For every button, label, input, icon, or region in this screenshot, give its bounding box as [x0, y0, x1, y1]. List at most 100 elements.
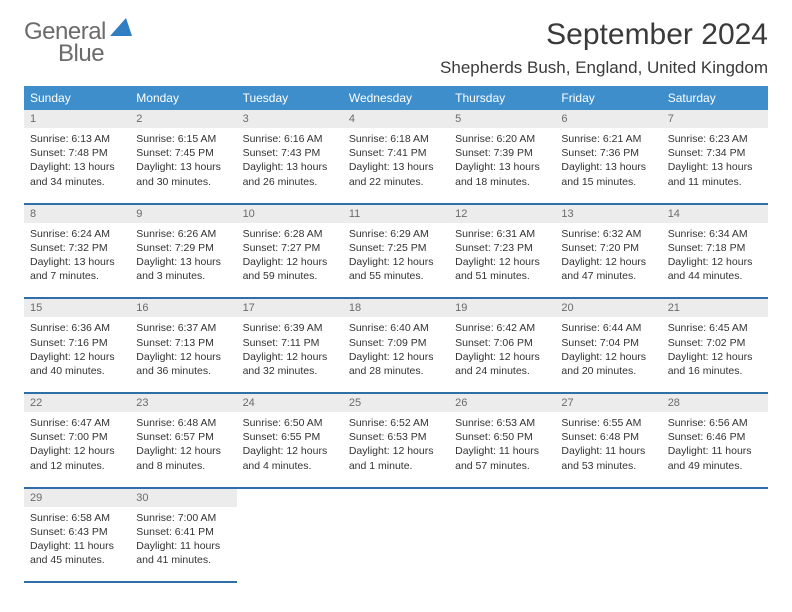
day-info: Sunrise: 6:55 AMSunset: 6:48 PMDaylight:…: [555, 412, 661, 487]
calendar-week-row: 1Sunrise: 6:13 AMSunset: 7:48 PMDaylight…: [24, 110, 768, 204]
day-number: 3: [237, 110, 343, 128]
sunrise-line: Sunrise: 6:16 AM: [243, 132, 337, 146]
daylight-line: Daylight: 12 hours and 20 minutes.: [561, 350, 655, 378]
day-number: 25: [343, 394, 449, 412]
sunrise-line: Sunrise: 6:31 AM: [455, 227, 549, 241]
day-number: 15: [24, 299, 130, 317]
sunrise-line: Sunrise: 6:15 AM: [136, 132, 230, 146]
sunset-line: Sunset: 7:20 PM: [561, 241, 655, 255]
day-number: 27: [555, 394, 661, 412]
day-number: 4: [343, 110, 449, 128]
calendar-day-cell: 17Sunrise: 6:39 AMSunset: 7:11 PMDayligh…: [237, 298, 343, 393]
daylight-line: Daylight: 12 hours and 55 minutes.: [349, 255, 443, 283]
sunset-line: Sunset: 7:34 PM: [668, 146, 762, 160]
sunset-line: Sunset: 7:29 PM: [136, 241, 230, 255]
calendar-day-cell: 14Sunrise: 6:34 AMSunset: 7:18 PMDayligh…: [662, 204, 768, 299]
calendar-day-cell: 12Sunrise: 6:31 AMSunset: 7:23 PMDayligh…: [449, 204, 555, 299]
day-info: Sunrise: 6:28 AMSunset: 7:27 PMDaylight:…: [237, 223, 343, 298]
day-number: 23: [130, 394, 236, 412]
day-info: Sunrise: 6:18 AMSunset: 7:41 PMDaylight:…: [343, 128, 449, 203]
logo-text-block: General Blue: [24, 18, 106, 68]
daylight-line: Daylight: 13 hours and 15 minutes.: [561, 160, 655, 188]
sunrise-line: Sunrise: 6:45 AM: [668, 321, 762, 335]
calendar-day-cell: 8Sunrise: 6:24 AMSunset: 7:32 PMDaylight…: [24, 204, 130, 299]
weekday-header: Wednesday: [343, 86, 449, 110]
weekday-header: Sunday: [24, 86, 130, 110]
day-info: Sunrise: 6:21 AMSunset: 7:36 PMDaylight:…: [555, 128, 661, 203]
day-number: 7: [662, 110, 768, 128]
daylight-line: Daylight: 12 hours and 44 minutes.: [668, 255, 762, 283]
sunrise-line: Sunrise: 6:37 AM: [136, 321, 230, 335]
sunset-line: Sunset: 6:53 PM: [349, 430, 443, 444]
calendar-day-cell: 16Sunrise: 6:37 AMSunset: 7:13 PMDayligh…: [130, 298, 236, 393]
calendar-day-cell: 21Sunrise: 6:45 AMSunset: 7:02 PMDayligh…: [662, 298, 768, 393]
calendar-day-cell: 1Sunrise: 6:13 AMSunset: 7:48 PMDaylight…: [24, 110, 130, 204]
day-number: 11: [343, 205, 449, 223]
daylight-line: Daylight: 12 hours and 32 minutes.: [243, 350, 337, 378]
daylight-line: Daylight: 11 hours and 53 minutes.: [561, 444, 655, 472]
sunrise-line: Sunrise: 6:18 AM: [349, 132, 443, 146]
calendar-day-cell: 20Sunrise: 6:44 AMSunset: 7:04 PMDayligh…: [555, 298, 661, 393]
day-info: Sunrise: 6:31 AMSunset: 7:23 PMDaylight:…: [449, 223, 555, 298]
daylight-line: Daylight: 13 hours and 11 minutes.: [668, 160, 762, 188]
sunset-line: Sunset: 7:04 PM: [561, 336, 655, 350]
sunrise-line: Sunrise: 6:44 AM: [561, 321, 655, 335]
calendar-table: SundayMondayTuesdayWednesdayThursdayFrid…: [24, 86, 768, 583]
day-info: Sunrise: 6:45 AMSunset: 7:02 PMDaylight:…: [662, 317, 768, 392]
calendar-week-row: 8Sunrise: 6:24 AMSunset: 7:32 PMDaylight…: [24, 204, 768, 299]
calendar-day-cell: 4Sunrise: 6:18 AMSunset: 7:41 PMDaylight…: [343, 110, 449, 204]
daylight-line: Daylight: 12 hours and 59 minutes.: [243, 255, 337, 283]
day-info: Sunrise: 6:36 AMSunset: 7:16 PMDaylight:…: [24, 317, 130, 392]
daylight-line: Daylight: 12 hours and 8 minutes.: [136, 444, 230, 472]
sunrise-line: Sunrise: 6:56 AM: [668, 416, 762, 430]
calendar-day-cell: 2Sunrise: 6:15 AMSunset: 7:45 PMDaylight…: [130, 110, 236, 204]
daylight-line: Daylight: 13 hours and 7 minutes.: [30, 255, 124, 283]
calendar-day-cell: 26Sunrise: 6:53 AMSunset: 6:50 PMDayligh…: [449, 393, 555, 488]
calendar-week-row: 15Sunrise: 6:36 AMSunset: 7:16 PMDayligh…: [24, 298, 768, 393]
daylight-line: Daylight: 12 hours and 16 minutes.: [668, 350, 762, 378]
sunset-line: Sunset: 6:57 PM: [136, 430, 230, 444]
calendar-day-cell: 22Sunrise: 6:47 AMSunset: 7:00 PMDayligh…: [24, 393, 130, 488]
sunrise-line: Sunrise: 6:53 AM: [455, 416, 549, 430]
sunrise-line: Sunrise: 6:28 AM: [243, 227, 337, 241]
sunrise-line: Sunrise: 6:32 AM: [561, 227, 655, 241]
sunrise-line: Sunrise: 6:52 AM: [349, 416, 443, 430]
logo: General Blue: [24, 18, 132, 68]
sunset-line: Sunset: 7:02 PM: [668, 336, 762, 350]
sunrise-line: Sunrise: 6:29 AM: [349, 227, 443, 241]
weekday-header: Friday: [555, 86, 661, 110]
day-info: Sunrise: 6:20 AMSunset: 7:39 PMDaylight:…: [449, 128, 555, 203]
day-info: Sunrise: 6:50 AMSunset: 6:55 PMDaylight:…: [237, 412, 343, 487]
sunset-line: Sunset: 7:27 PM: [243, 241, 337, 255]
day-info: Sunrise: 6:39 AMSunset: 7:11 PMDaylight:…: [237, 317, 343, 392]
day-info: Sunrise: 6:29 AMSunset: 7:25 PMDaylight:…: [343, 223, 449, 298]
day-number: 14: [662, 205, 768, 223]
day-info: Sunrise: 6:23 AMSunset: 7:34 PMDaylight:…: [662, 128, 768, 203]
day-info: Sunrise: 6:47 AMSunset: 7:00 PMDaylight:…: [24, 412, 130, 487]
location-label: Shepherds Bush, England, United Kingdom: [440, 58, 768, 78]
logo-line2: Blue: [58, 40, 104, 67]
calendar-day-cell: 27Sunrise: 6:55 AMSunset: 6:48 PMDayligh…: [555, 393, 661, 488]
sunrise-line: Sunrise: 6:26 AM: [136, 227, 230, 241]
daylight-line: Daylight: 13 hours and 34 minutes.: [30, 160, 124, 188]
sunset-line: Sunset: 7:18 PM: [668, 241, 762, 255]
daylight-line: Daylight: 12 hours and 12 minutes.: [30, 444, 124, 472]
calendar-day-cell: 19Sunrise: 6:42 AMSunset: 7:06 PMDayligh…: [449, 298, 555, 393]
calendar-day-cell: 30Sunrise: 7:00 AMSunset: 6:41 PMDayligh…: [130, 488, 236, 583]
daylight-line: Daylight: 11 hours and 41 minutes.: [136, 539, 230, 567]
sunrise-line: Sunrise: 6:47 AM: [30, 416, 124, 430]
sunrise-line: Sunrise: 6:13 AM: [30, 132, 124, 146]
title-block: September 2024 Shepherds Bush, England, …: [440, 18, 768, 78]
sunset-line: Sunset: 7:45 PM: [136, 146, 230, 160]
day-info: Sunrise: 6:37 AMSunset: 7:13 PMDaylight:…: [130, 317, 236, 392]
calendar-day-cell: 23Sunrise: 6:48 AMSunset: 6:57 PMDayligh…: [130, 393, 236, 488]
daylight-line: Daylight: 13 hours and 22 minutes.: [349, 160, 443, 188]
daylight-line: Daylight: 12 hours and 36 minutes.: [136, 350, 230, 378]
day-info: Sunrise: 6:42 AMSunset: 7:06 PMDaylight:…: [449, 317, 555, 392]
daylight-line: Daylight: 12 hours and 28 minutes.: [349, 350, 443, 378]
day-info: Sunrise: 6:56 AMSunset: 6:46 PMDaylight:…: [662, 412, 768, 487]
sunrise-line: Sunrise: 6:40 AM: [349, 321, 443, 335]
sunrise-line: Sunrise: 7:00 AM: [136, 511, 230, 525]
day-number: 5: [449, 110, 555, 128]
day-info: Sunrise: 6:58 AMSunset: 6:43 PMDaylight:…: [24, 507, 130, 582]
